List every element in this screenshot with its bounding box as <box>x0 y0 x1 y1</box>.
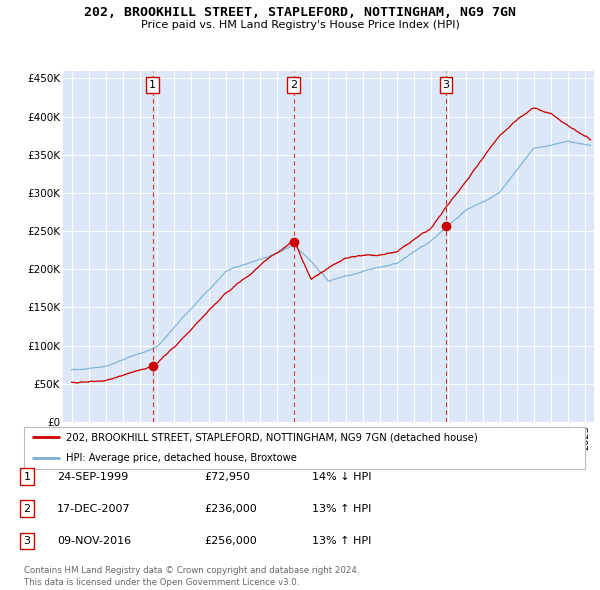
Text: 202, BROOKHILL STREET, STAPLEFORD, NOTTINGHAM, NG9 7GN (detached house): 202, BROOKHILL STREET, STAPLEFORD, NOTTI… <box>66 432 478 442</box>
Text: 2: 2 <box>23 504 31 513</box>
Text: Price paid vs. HM Land Registry's House Price Index (HPI): Price paid vs. HM Land Registry's House … <box>140 20 460 30</box>
Text: £236,000: £236,000 <box>204 504 257 513</box>
Text: 24-SEP-1999: 24-SEP-1999 <box>57 472 128 481</box>
Text: 3: 3 <box>23 536 31 546</box>
Text: Contains HM Land Registry data © Crown copyright and database right 2024.
This d: Contains HM Land Registry data © Crown c… <box>24 566 359 587</box>
Text: £256,000: £256,000 <box>204 536 257 546</box>
Text: 13% ↑ HPI: 13% ↑ HPI <box>312 536 371 546</box>
Text: £72,950: £72,950 <box>204 472 250 481</box>
Text: 14% ↓ HPI: 14% ↓ HPI <box>312 472 371 481</box>
Text: 3: 3 <box>442 80 449 90</box>
Text: HPI: Average price, detached house, Broxtowe: HPI: Average price, detached house, Brox… <box>66 454 297 463</box>
Text: 1: 1 <box>23 472 31 481</box>
Text: 17-DEC-2007: 17-DEC-2007 <box>57 504 131 513</box>
Text: 1: 1 <box>149 80 156 90</box>
Text: 13% ↑ HPI: 13% ↑ HPI <box>312 504 371 513</box>
Text: 202, BROOKHILL STREET, STAPLEFORD, NOTTINGHAM, NG9 7GN: 202, BROOKHILL STREET, STAPLEFORD, NOTTI… <box>84 6 516 19</box>
Text: 09-NOV-2016: 09-NOV-2016 <box>57 536 131 546</box>
Text: 2: 2 <box>290 80 297 90</box>
